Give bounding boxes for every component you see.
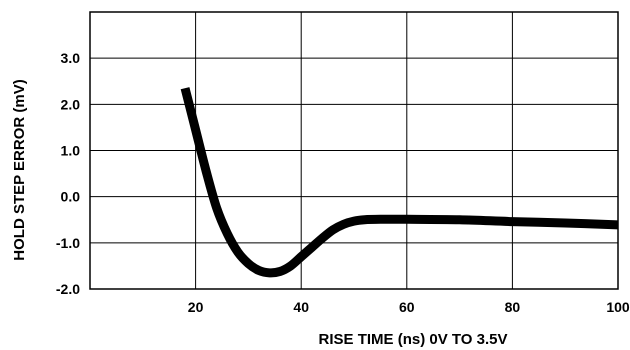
series-points	[185, 88, 618, 273]
y-tick-label: -1.0	[56, 235, 80, 251]
series-line	[180, 87, 619, 278]
plot-frame	[89, 11, 619, 290]
y-axis-label: HOLD STEP ERROR (mV)	[11, 79, 28, 260]
x-tick-label: 20	[188, 299, 204, 315]
y-tick-label: 3.0	[61, 50, 81, 66]
tick-labels: 20 40 60 80 100 -2.0 -1.0 0.0 1.0 2.0 3.0	[56, 50, 630, 315]
x-tick-label: 80	[505, 299, 521, 315]
y-tick-label: 2.0	[61, 96, 81, 112]
y-tick-label: 0.0	[61, 189, 81, 205]
y-tick-label: -2.0	[56, 281, 80, 297]
x-tick-label: 40	[293, 299, 309, 315]
grid	[90, 12, 619, 290]
x-tick-label: 100	[606, 299, 630, 315]
y-tick-label: 1.0	[61, 143, 81, 159]
x-tick-label: 60	[399, 299, 415, 315]
x-axis-label: RISE TIME (ns) 0V TO 3.5V	[319, 331, 508, 348]
